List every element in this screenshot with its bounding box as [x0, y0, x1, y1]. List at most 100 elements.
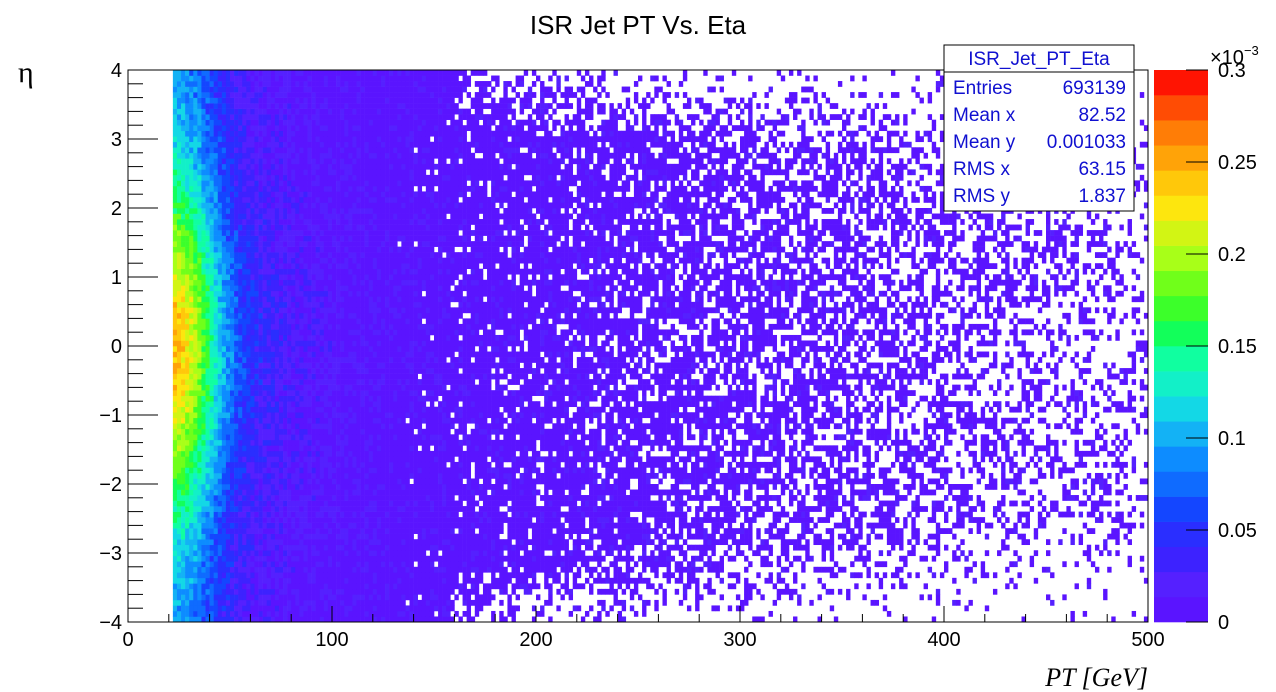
heatmap-cell [352, 323, 357, 330]
heatmap-cell [250, 125, 255, 132]
heatmap-cell [238, 202, 243, 209]
heatmap-cell [209, 599, 214, 606]
heatmap-cell [360, 268, 365, 275]
heatmap-cell [242, 450, 247, 457]
heatmap-cell [270, 478, 276, 485]
heatmap-cell [254, 368, 259, 374]
heatmap-cell [193, 263, 198, 270]
heatmap-cell [172, 577, 178, 584]
heatmap-cell [193, 180, 198, 187]
heatmap-cell [356, 312, 361, 319]
heatmap-cell [209, 384, 214, 391]
heatmap-cell [205, 583, 210, 590]
heatmap-cell [246, 296, 251, 303]
heatmap-cell [262, 241, 268, 247]
heatmap-cell [221, 594, 227, 601]
heatmap-cell [368, 97, 374, 104]
heatmap-cell [238, 252, 243, 258]
heatmap-cell [172, 467, 178, 474]
heatmap-cell [368, 235, 374, 242]
heatmap-cell [221, 75, 227, 82]
heatmap-cell [246, 334, 251, 341]
heatmap-cell [336, 301, 341, 308]
heatmap-cell [201, 599, 206, 606]
heatmap-cell [319, 583, 325, 590]
heatmap-cell [319, 417, 325, 424]
heatmap-cell [368, 141, 374, 148]
heatmap-cell [242, 346, 247, 352]
heatmap-cell [344, 357, 349, 363]
heatmap-cell [274, 119, 280, 126]
heatmap-cell [246, 185, 251, 192]
heatmap-cell [336, 555, 341, 562]
heatmap-cell [299, 290, 304, 297]
heatmap-cell [266, 599, 272, 606]
heatmap-cell [356, 445, 361, 452]
heatmap-cell [372, 472, 378, 479]
heatmap-cell [315, 86, 321, 93]
heatmap-cell [311, 285, 316, 292]
heatmap-cell [258, 550, 263, 557]
heatmap-cell [274, 268, 280, 275]
heatmap-cell [348, 213, 353, 220]
heatmap-cell [336, 103, 341, 109]
heatmap-cell [336, 362, 341, 369]
heatmap-cell [258, 533, 263, 540]
heatmap-cell [262, 594, 268, 601]
heatmap-cell [217, 616, 223, 623]
heatmap-cell [291, 423, 296, 430]
heatmap-cell [344, 213, 349, 220]
heatmap-cell [274, 307, 280, 314]
heatmap-cell [348, 169, 353, 176]
heatmap-cell [258, 185, 263, 192]
heatmap-cell [262, 180, 268, 187]
heatmap-cell [270, 285, 276, 292]
heatmap-cell [242, 489, 247, 496]
heatmap-cell [185, 196, 190, 203]
heatmap-cell [327, 180, 333, 187]
heatmap-cell [172, 368, 178, 374]
heatmap-cell [197, 70, 202, 76]
heatmap-cell [205, 539, 210, 546]
heatmap-cell [234, 86, 239, 93]
heatmap-cell [368, 511, 374, 518]
heatmap-cell [278, 528, 284, 534]
heatmap-cell [287, 550, 292, 557]
heatmap-cell [340, 147, 345, 154]
heatmap-cell [250, 561, 255, 568]
heatmap-cell [283, 158, 288, 165]
heatmap-cell [217, 472, 223, 479]
heatmap-cell [344, 577, 349, 584]
heatmap-cell [230, 318, 235, 325]
heatmap-cell [213, 456, 219, 463]
heatmap-cell [197, 152, 202, 159]
heatmap-cell [217, 373, 223, 380]
heatmap-cell [176, 599, 182, 606]
heatmap-cell [360, 395, 365, 402]
heatmap-cell [291, 191, 296, 198]
heatmap-cell [181, 423, 186, 430]
heatmap-cell [319, 274, 325, 281]
heatmap-cell [327, 439, 333, 446]
heatmap-cell [303, 296, 308, 303]
heatmap-cell [295, 412, 300, 419]
heatmap-cell [307, 108, 312, 115]
heatmap-cell [213, 230, 219, 236]
heatmap-cell [193, 75, 198, 82]
heatmap-cell [348, 561, 353, 568]
heatmap-cell [193, 362, 198, 369]
heatmap-cell [172, 108, 178, 115]
heatmap-cell [217, 467, 223, 474]
heatmap-cell [221, 290, 227, 297]
heatmap-cell [213, 235, 219, 242]
heatmap-cell [352, 152, 357, 159]
heatmap-cell [274, 544, 280, 551]
heatmap-cell [327, 373, 333, 380]
heatmap-cell [209, 169, 214, 176]
heatmap-cell [238, 301, 243, 308]
heatmap-cell [197, 555, 202, 562]
heatmap-cell [344, 219, 349, 225]
heatmap-cell [197, 528, 202, 534]
heatmap-cell [197, 423, 202, 430]
heatmap-cell [291, 108, 296, 115]
